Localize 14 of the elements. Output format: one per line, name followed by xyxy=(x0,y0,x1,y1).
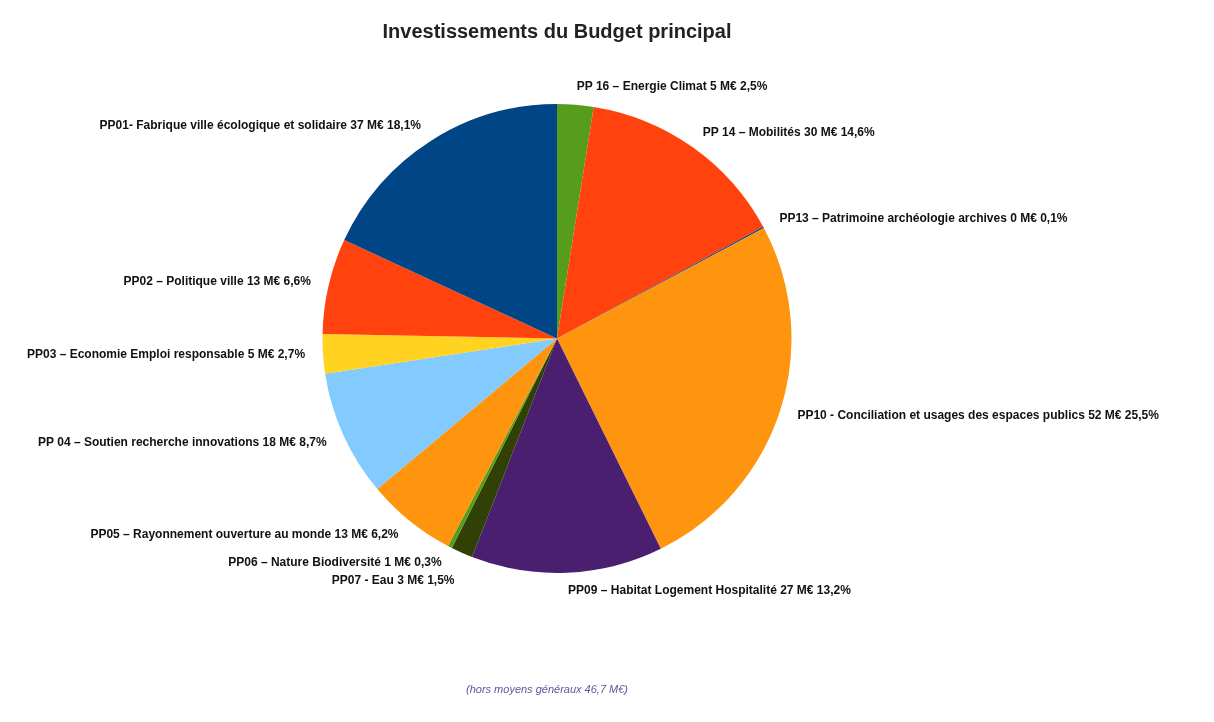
slice-label: PP10 - Conciliation et usages des espaces publics 52 M€ 25,5% xyxy=(797,408,1160,423)
slice-label: PP05 – Rayonnement ouverture au monde 13 M€ 6,2% xyxy=(90,527,399,542)
text: (hors moyens généraux 46,7 M€) xyxy=(465,683,629,696)
slice-label: PP13 – Patrimoine archéologie archives 0 M€ 0,1% xyxy=(779,211,1068,226)
slice-label: PP09 – Habitat Logement Hospitalité 27 M€ 13,2% xyxy=(568,583,852,598)
slice-label: PP06 – Nature Biodiversité 1 M€ 0,3% xyxy=(228,555,442,570)
slice-label: PP 14 – Mobilités 30 M€ 14,6% xyxy=(702,124,876,139)
slice-label: PP03 – Economie Emploi responsable 5 M€ 2,7% xyxy=(26,347,306,362)
slice-label: PP07 - Eau 3 M€ 1,5% xyxy=(331,573,455,588)
slice-label: PP01- Fabrique ville écologique et solidaire 37 M€ 18,1% xyxy=(99,118,422,133)
chart-title: Investissements du Budget principal xyxy=(382,19,732,42)
slice-label: PP 04 – Soutien recherche innovations 18 M€ 8,7% xyxy=(38,434,327,449)
slice-label: PP02 – Politique ville 13 M€ 6,6% xyxy=(123,274,312,289)
slice-label: PP 16 – Energie Climat 5 M€ 2,5% xyxy=(576,79,768,94)
